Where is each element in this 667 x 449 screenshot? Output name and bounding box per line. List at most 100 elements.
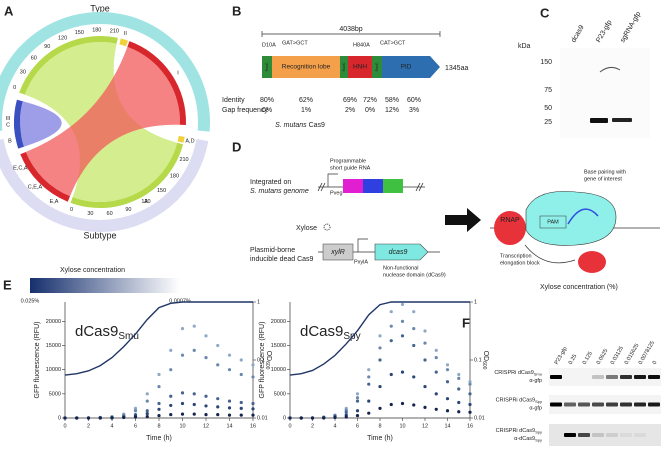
gfp-point — [355, 399, 360, 403]
domain-bar: RuvC Recognition lobe RuvC HNH RuvC PID 80% 0% 6… — [260, 56, 440, 114]
x-tick-label: 4 — [333, 423, 336, 429]
gfp-point — [227, 413, 232, 417]
x-tick-label: 8 — [378, 423, 381, 429]
y-tick-label: 5000 — [49, 391, 61, 397]
ring-tick: 90 — [125, 207, 131, 213]
y2-label: OD600 — [481, 351, 489, 370]
gfp-point — [468, 410, 472, 414]
gfp-point — [204, 404, 208, 408]
row-label-main: CRISPRi dCas9 — [494, 370, 533, 376]
blot — [560, 48, 650, 138]
gfp-point — [434, 407, 438, 411]
gfp-point — [378, 334, 382, 338]
gfp-point — [457, 372, 461, 377]
y-tick-label: 20000 — [46, 319, 61, 325]
lane-label: sgRNA-gfp — [619, 11, 642, 44]
pam: PAM — [547, 219, 559, 225]
gfp-point — [434, 355, 438, 360]
xylose-icon — [323, 223, 331, 231]
gfp-point — [239, 372, 243, 377]
gfp-point — [227, 399, 232, 403]
y2-tick-label: 0.1 — [257, 357, 265, 363]
genome-text: S. mutans genome — [250, 188, 309, 195]
x-tick-label: 8 — [157, 423, 160, 429]
blot-band — [592, 375, 604, 379]
ring-tick: 0 — [70, 207, 73, 213]
blot-band — [620, 375, 632, 379]
gfp-point — [423, 341, 427, 345]
gfp-point — [389, 372, 393, 377]
gfp-point — [445, 363, 450, 367]
y-tick-label: 20000 — [271, 319, 286, 325]
x-tick-label: 10 — [179, 423, 185, 429]
gfp-point — [180, 401, 185, 406]
x-tick-label: 0 — [63, 423, 66, 429]
gap: 0% — [262, 107, 272, 114]
dna-break — [317, 182, 424, 192]
xylose: Xylose — [296, 225, 317, 232]
gfp-point — [423, 405, 427, 409]
ring-tick: 60 — [31, 56, 37, 62]
gfp-point — [412, 310, 416, 314]
gfp-point — [378, 358, 382, 362]
gfp-point — [344, 415, 348, 419]
gfp-point — [412, 403, 416, 407]
gfp-point — [322, 416, 326, 420]
identity: 62% — [299, 97, 313, 104]
gap: 3% — [409, 107, 419, 114]
gfp-point — [204, 355, 208, 360]
column-label: 0.03125 — [610, 346, 625, 366]
xylr: xylR — [330, 249, 345, 256]
row-label: CRISPRi dCas9Spy — [496, 428, 542, 434]
gfp-point — [378, 384, 382, 389]
gfp-point — [457, 400, 461, 405]
gfp-point — [216, 343, 220, 348]
y2-label-main: OD — [265, 351, 272, 362]
row-label-sub: Spy — [535, 438, 542, 443]
column-label: P23-gfp — [554, 346, 569, 366]
species: S. mutans — [275, 122, 307, 129]
od-line — [289, 301, 470, 376]
gfp-point — [344, 410, 348, 414]
gfp-point — [180, 412, 185, 416]
ring-tick: 120 — [58, 35, 67, 41]
gfp-point — [157, 407, 161, 411]
gfp-point — [192, 392, 196, 396]
gfp-point — [145, 409, 149, 413]
domain — [340, 56, 348, 78]
ring-tick: 150 — [75, 30, 84, 36]
pam-box — [539, 215, 567, 229]
column-label: 0.125 — [582, 351, 594, 366]
mutation-codon: CAT>GCT — [380, 40, 406, 46]
lane-label: dcas9 — [570, 24, 585, 44]
x-tick-label: 16 — [250, 423, 256, 429]
legend-low: 0.0007% — [169, 298, 191, 304]
segment — [127, 41, 186, 126]
pairing-text: gene of interest — [584, 176, 622, 182]
chord — [25, 46, 180, 197]
y-tick-label: 10000 — [46, 367, 61, 373]
y2-label-sub: 600 — [481, 361, 487, 370]
header: Xylose concentration (%) — [540, 284, 618, 291]
gfp-point — [145, 414, 149, 419]
row-label: Gap frequency — [222, 107, 268, 114]
x-label: Time (h) — [146, 435, 172, 442]
gfp-point — [133, 409, 138, 413]
subtype-ring — [0, 139, 209, 233]
blot-band — [634, 402, 646, 407]
chart-title: dCas9Smu — [75, 323, 139, 342]
type-name: III — [6, 116, 11, 122]
promoter-arrow — [357, 238, 368, 252]
gfp-point — [169, 394, 173, 398]
blot-strip — [549, 368, 661, 386]
column-label: 0.0625 — [596, 348, 610, 366]
gfp-point — [367, 399, 371, 403]
gfp-point — [204, 334, 208, 338]
gfp-point — [239, 406, 243, 410]
x-tick-label: 16 — [467, 423, 473, 429]
row-label: α-gfp — [529, 378, 542, 384]
y2-tick-label: 0.01 — [474, 415, 485, 421]
column-label: 0.25 — [568, 353, 579, 365]
y-tick-label: 15000 — [271, 343, 286, 349]
chord — [19, 101, 62, 147]
